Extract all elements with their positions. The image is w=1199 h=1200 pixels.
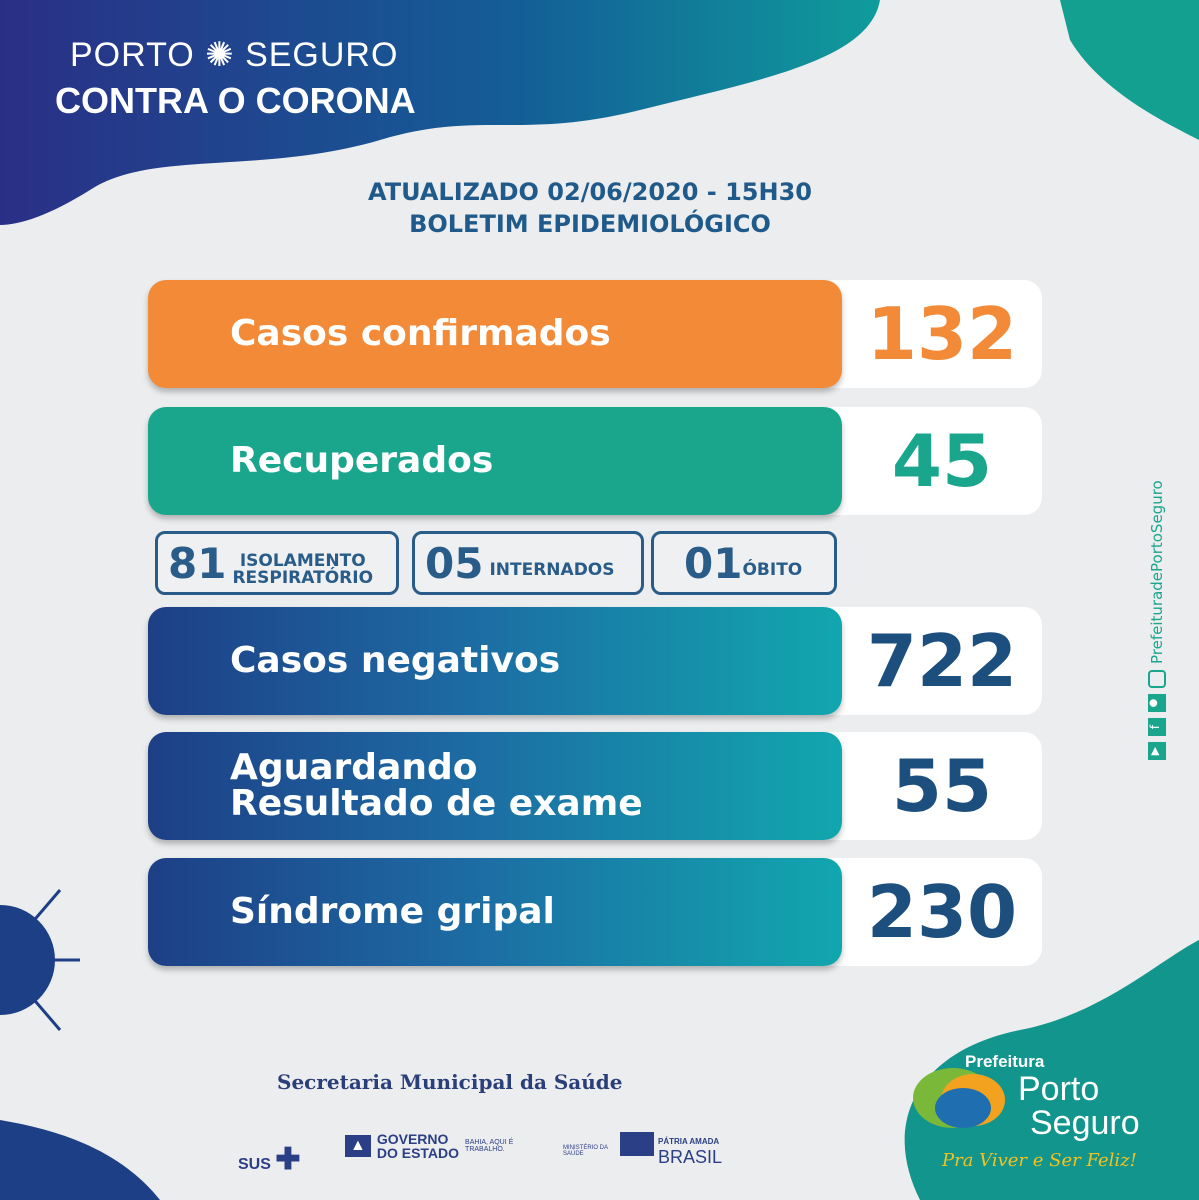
brand-line1: PORTO ✺ SEGURO (70, 35, 398, 75)
sub-hospitalized: 05 INTERNADOS (412, 531, 644, 595)
hospitalized-label: INTERNADOS (489, 559, 615, 580)
stat-value-negative: 722 (820, 607, 1042, 715)
brand-porto: PORTO (70, 36, 195, 74)
isolation-label2: RESPIRATÓRIO (232, 568, 374, 588)
sus-logo: SUS ✚ (238, 1142, 301, 1177)
virus-logo-icon: ✺ (205, 36, 235, 74)
social-strip: ▶ f ● PrefeituradePortoSeguro (1148, 480, 1166, 760)
header-background (0, 0, 1199, 225)
youtube-icon[interactable]: ▶ (1148, 742, 1166, 760)
brasil-text: BRASIL (658, 1147, 723, 1167)
facebook-icon[interactable]: f (1148, 718, 1166, 736)
stat-label-flu: Síndrome gripal (148, 858, 842, 966)
sus-text: SUS (238, 1156, 271, 1173)
update-date: ATUALIZADO 02/06/2020 - 15H30 (368, 178, 812, 206)
footer-wave (904, 940, 1199, 1200)
gov-line2: DO ESTADO (376, 1145, 460, 1161)
footer-wave-left (0, 1120, 160, 1200)
governo-logo: ▲ GOVERNO DO ESTADO BAHIA, AQUI É TRABALHO. (345, 1132, 517, 1160)
stat-value-recovered: 45 (820, 407, 1042, 515)
prefeitura-name: Porto Seguro (1018, 1072, 1140, 1140)
porto-text: Porto (1018, 1070, 1100, 1108)
stat-value-confirmed: 132 (820, 280, 1042, 388)
instagram-icon[interactable] (1148, 670, 1166, 688)
sub-death: 01 ÓBITO (651, 531, 837, 595)
brand-line2: CONTRA O CORONA (55, 80, 416, 121)
stat-label-recovered: Recuperados (148, 407, 842, 515)
bahia-text: BAHIA, AQUI É TRABALHO. (465, 1139, 514, 1153)
bulletin-title: BOLETIM EPIDEMIOLÓGICO (409, 210, 771, 238)
awaiting-line1: Aguardando (230, 747, 478, 788)
seguro-text: Seguro (1030, 1104, 1140, 1142)
death-value: 01 (684, 538, 743, 588)
sub-isolation: 81 ISOLAMENTO RESPIRATÓRIO (155, 531, 399, 595)
slogan: Pra Viver e Ser Feliz! (942, 1150, 1137, 1171)
stat-label-negative: Casos negativos (148, 607, 842, 715)
stat-value-awaiting: 55 (820, 732, 1042, 840)
flickr-icon[interactable]: ● (1148, 694, 1166, 712)
gov-line1: GOVERNO (376, 1131, 449, 1147)
virus-decoration-icon (0, 889, 80, 1031)
ministerio-text: MINISTÉRIO DA SAÚDE (563, 1145, 608, 1157)
hospitalized-value: 05 (425, 538, 484, 588)
prefeitura-logo-icon (908, 1058, 1028, 1138)
stat-label-confirmed: Casos confirmados (148, 280, 842, 388)
brasil-logo: PÁTRIA AMADA BRASIL (620, 1132, 722, 1167)
flag-icon (620, 1132, 654, 1156)
cross-icon: ✚ (275, 1143, 301, 1176)
patria-text: PÁTRIA AMADA (658, 1137, 720, 1146)
death-label: ÓBITO (742, 559, 803, 580)
awaiting-line2: Resultado de exame (230, 783, 643, 824)
brand-seguro: SEGURO (245, 36, 399, 74)
triangle-icon: ▲ (345, 1135, 371, 1157)
social-handle[interactable]: PrefeituradePortoSeguro (1148, 480, 1166, 664)
stat-value-flu: 230 (820, 858, 1042, 966)
isolation-label1: ISOLAMENTO (239, 551, 366, 571)
isolation-value: 81 (168, 538, 227, 588)
secretaria-label: Secretaria Municipal da Saúde (277, 1070, 623, 1094)
stat-label-awaiting: Aguardando Resultado de exame (148, 732, 842, 840)
prefeitura-label: Prefeitura (965, 1052, 1045, 1071)
